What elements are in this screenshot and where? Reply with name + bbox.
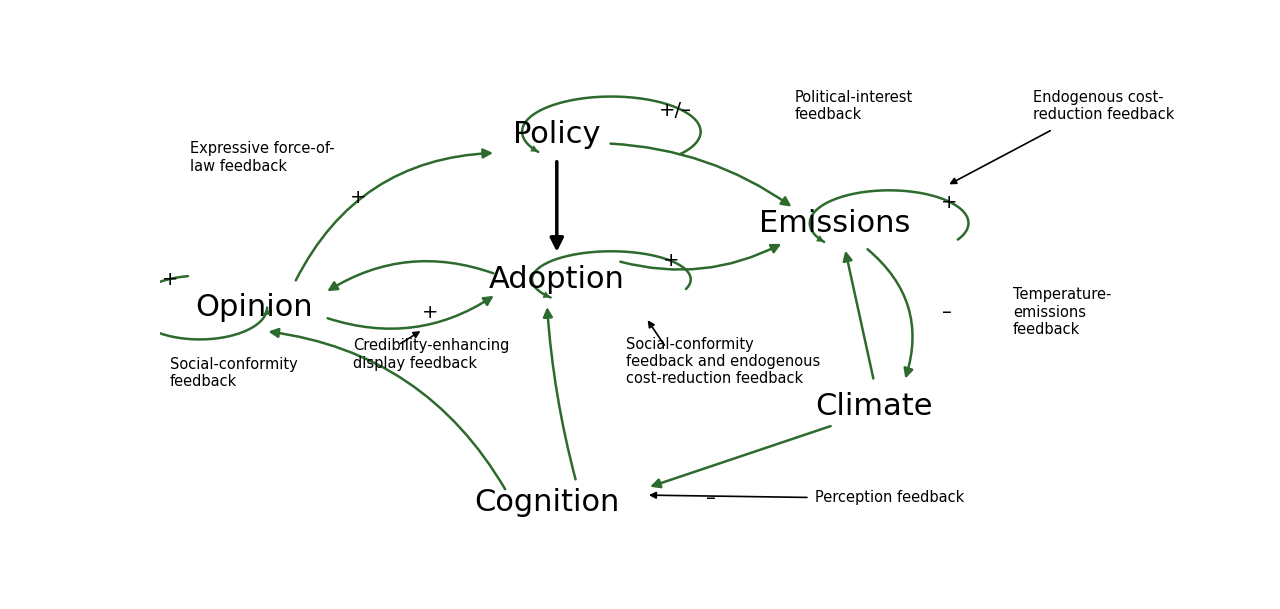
Text: Expressive force-of-
law feedback: Expressive force-of- law feedback [189,141,334,174]
Text: –: – [942,303,951,322]
Text: +/–: +/– [659,101,692,120]
Text: +: + [351,188,366,207]
Text: Perception feedback: Perception feedback [815,490,964,505]
Text: Policy: Policy [513,119,600,149]
Text: Climate: Climate [815,392,933,421]
Text: Social-conformity
feedback: Social-conformity feedback [170,357,298,389]
Text: +: + [161,270,178,289]
Text: +: + [663,251,680,270]
Text: Cognition: Cognition [474,488,620,516]
Text: Credibility-enhancing
display feedback: Credibility-enhancing display feedback [353,338,509,371]
Text: Adoption: Adoption [489,265,625,294]
Text: +: + [421,303,438,322]
Text: Opinion: Opinion [196,293,314,322]
Text: Social-conformity
feedback and endogenous
cost-reduction feedback: Social-conformity feedback and endogenou… [626,337,820,386]
Text: Political-interest
feedback: Political-interest feedback [795,90,913,122]
Text: Temperature-
emissions
feedback: Temperature- emissions feedback [1014,287,1111,337]
Text: –: – [705,489,716,508]
Text: +: + [941,192,957,211]
Text: Endogenous cost-
reduction feedback: Endogenous cost- reduction feedback [1033,90,1174,122]
Text: Emissions: Emissions [759,209,910,238]
